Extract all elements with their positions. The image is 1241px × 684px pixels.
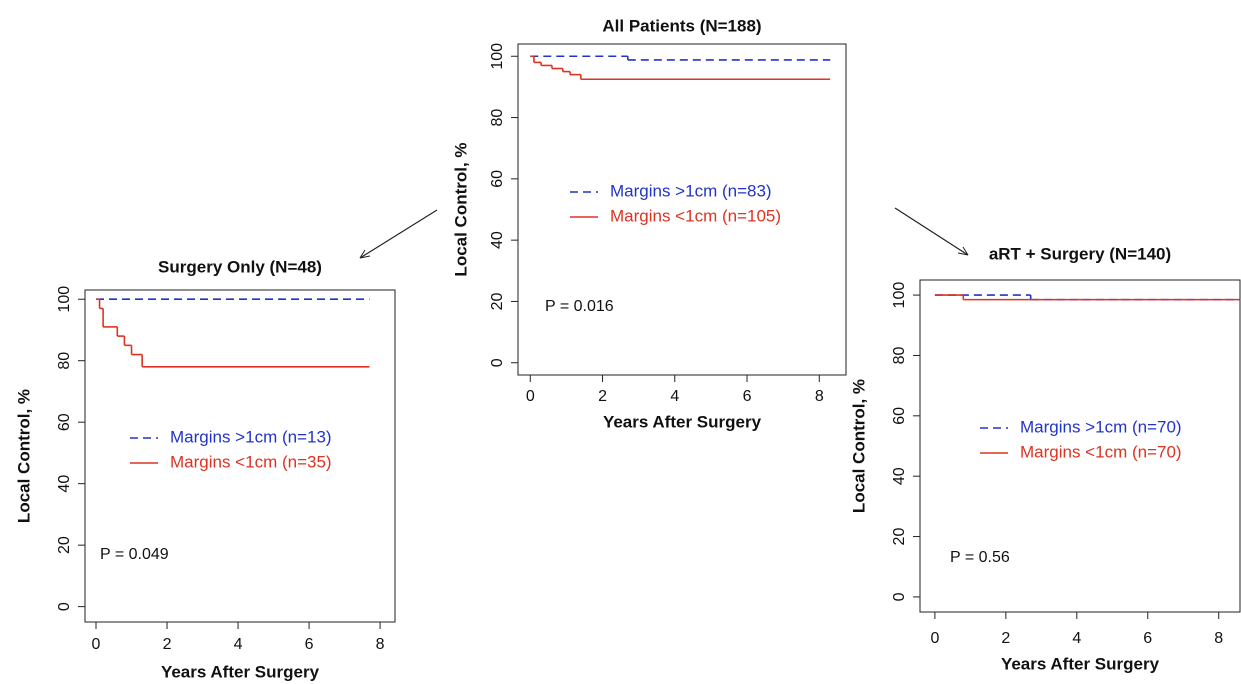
x-tick-label: 0	[92, 636, 101, 653]
p-value: P = 0.016	[545, 298, 614, 315]
y-tick-label: 60	[891, 407, 908, 425]
arrow-head	[957, 246, 969, 256]
y-tick-label: 100	[56, 286, 73, 313]
y-tick-label: 20	[891, 528, 908, 546]
legend-label: Margins <1cm (n=70)	[1020, 442, 1182, 461]
x-tick-label: 0	[526, 388, 535, 405]
y-tick-label: 0	[56, 602, 73, 611]
x-tick-label: 6	[743, 388, 752, 405]
legend-label: Margins >1cm (n=13)	[170, 427, 332, 446]
y-tick-label: 80	[891, 346, 908, 364]
y-tick-label: 80	[489, 109, 506, 127]
arrow	[359, 209, 438, 259]
y-tick-label: 40	[56, 475, 73, 493]
y-axis-label: Local Control, %	[14, 389, 33, 523]
y-tick-label: 20	[489, 292, 506, 310]
x-tick-label: 8	[376, 636, 385, 653]
x-tick-label: 0	[930, 630, 939, 647]
x-axis-label: Years After Surgery	[603, 412, 762, 431]
y-axis-label: Local Control, %	[451, 142, 470, 276]
legend-label: Margins <1cm (n=105)	[610, 206, 781, 225]
y-tick-label: 60	[489, 170, 506, 188]
y-tick-label: 40	[489, 231, 506, 249]
x-axis-label: Years After Surgery	[161, 662, 320, 681]
plot-box	[84, 289, 396, 623]
x-tick-label: 4	[1072, 630, 1081, 647]
x-tick-label: 6	[305, 636, 314, 653]
arrow	[894, 207, 969, 256]
y-tick-label: 0	[891, 592, 908, 601]
y-axis-label: Local Control, %	[849, 379, 868, 513]
legend-label: Margins >1cm (n=83)	[610, 181, 772, 200]
x-tick-label: 4	[670, 388, 679, 405]
y-tick-label: 100	[891, 282, 908, 309]
y-tick-label: 60	[56, 413, 73, 431]
x-tick-label: 8	[815, 388, 824, 405]
x-axis-label: Years After Surgery	[1001, 654, 1160, 673]
x-tick-label: 8	[1214, 630, 1223, 647]
y-tick-label: 100	[489, 43, 506, 70]
x-tick-label: 2	[598, 388, 607, 405]
y-tick-label: 40	[891, 467, 908, 485]
p-value: P = 0.049	[100, 546, 169, 563]
plot-box	[517, 43, 847, 376]
chart-title: All Patients (N=188)	[602, 16, 761, 35]
chart-title: aRT + Surgery (N=140)	[989, 244, 1171, 263]
x-tick-label: 6	[1143, 630, 1152, 647]
x-tick-label: 2	[1001, 630, 1010, 647]
x-tick-label: 2	[163, 636, 172, 653]
plot-box	[919, 279, 1241, 613]
y-tick-label: 80	[56, 352, 73, 370]
legend-label: Margins >1cm (n=70)	[1020, 417, 1182, 436]
y-tick-label: 0	[489, 358, 506, 367]
chart-title: Surgery Only (N=48)	[158, 257, 322, 276]
legend-label: Margins <1cm (n=35)	[170, 452, 332, 471]
p-value: P = 0.56	[950, 549, 1010, 566]
arrow-head	[359, 249, 371, 259]
x-tick-label: 4	[234, 636, 243, 653]
y-tick-label: 20	[56, 536, 73, 554]
